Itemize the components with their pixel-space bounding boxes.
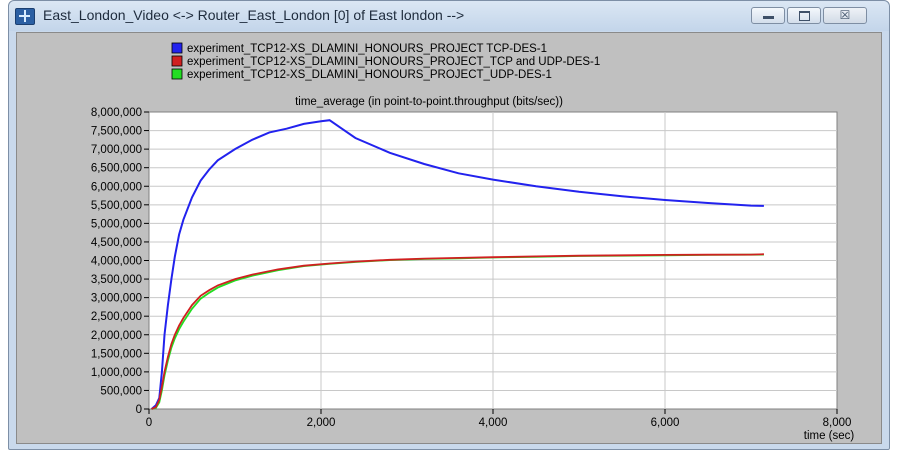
close-icon: ☒: [839, 8, 851, 22]
x-tick-label: 2,000: [307, 417, 336, 429]
y-tick-label: 3,000,000: [91, 293, 142, 305]
y-tick-label: 2,000,000: [91, 330, 142, 342]
y-tick-label: 5,500,000: [91, 200, 142, 212]
x-tick-label: 0: [146, 417, 152, 429]
series-lines: [150, 119, 764, 410]
app-icon: [15, 8, 35, 25]
y-tick-label: 1,000,000: [91, 367, 142, 379]
y-tick-label: 8,000,000: [91, 107, 142, 119]
legend-entry: experiment_TCP12-XS_DLAMINI_HONOURS_PROJ…: [187, 56, 600, 68]
y-tick-label: 500,000: [100, 385, 142, 397]
y-tick-label: 6,000,000: [91, 181, 142, 193]
y-tick-label: 7,000,000: [91, 144, 142, 156]
line-chart: experiment_TCP12-XS_DLAMINI_HONOURS_PROJ…: [91, 42, 855, 442]
legend-swatch: [171, 42, 183, 54]
y-tick-label: 0: [136, 404, 142, 416]
close-button[interactable]: ☒: [823, 7, 867, 24]
x-axis-label: time (sec): [804, 430, 855, 442]
y-tick-label: 2,500,000: [91, 311, 142, 323]
chart-title: time_average (in point-to-point.throughp…: [295, 96, 563, 108]
x-axis: 0 2,000 4,000 6,000 8,000: [146, 409, 852, 429]
x-tick-label: 8,000: [823, 417, 852, 429]
legend: experiment_TCP12-XS_DLAMINI_HONOURS_PROJ…: [171, 42, 600, 81]
y-tick-label: 4,500,000: [91, 237, 142, 249]
chart-window: East_London_Video <-> Router_East_London…: [8, 0, 890, 450]
legend-swatch: [171, 68, 183, 80]
window-title: East_London_Video <-> Router_East_London…: [43, 7, 465, 23]
y-axis: 0 500,000 1,000,000 1,500,000 2,000,000 2,500…: [91, 107, 149, 416]
y-tick-label: 6,500,000: [91, 163, 142, 175]
x-tick-label: 4,000: [479, 417, 508, 429]
series-line-2: [151, 253, 764, 410]
maximize-button[interactable]: [787, 7, 821, 24]
x-tick-label: 6,000: [651, 417, 680, 429]
series-line-1: [150, 119, 764, 410]
minimize-button[interactable]: [751, 7, 785, 24]
y-tick-label: 7,500,000: [91, 126, 142, 138]
legend-entry: experiment_TCP12-XS_DLAMINI_HONOURS_PROJ…: [187, 69, 552, 81]
legend-swatch: [171, 55, 183, 67]
y-tick-label: 1,500,000: [91, 348, 142, 360]
legend-entry: experiment_TCP12-XS_DLAMINI_HONOURS_PROJ…: [187, 43, 547, 55]
title-bar[interactable]: East_London_Video <-> Router_East_London…: [9, 1, 889, 31]
chart-panel: experiment_TCP12-XS_DLAMINI_HONOURS_PROJ…: [16, 32, 882, 444]
grid-lines: [149, 112, 837, 409]
y-tick-label: 5,000,000: [91, 218, 142, 230]
y-tick-label: 4,000,000: [91, 256, 142, 268]
y-tick-label: 3,500,000: [91, 274, 142, 286]
